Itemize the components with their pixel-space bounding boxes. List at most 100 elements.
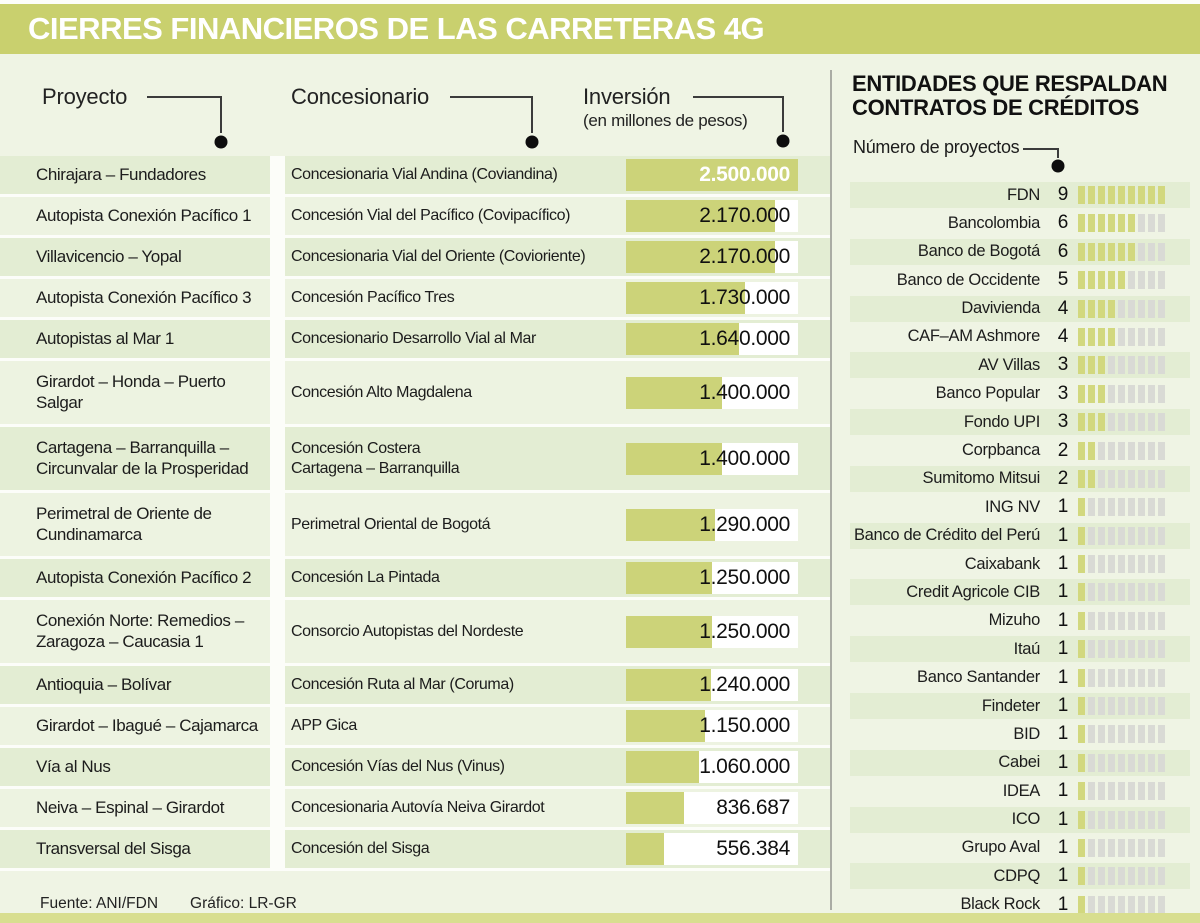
bar-segment: [1108, 810, 1115, 829]
entity-row: Banco de Occidente 5: [850, 267, 1190, 293]
table-row: Autopista Conexión Pacífico 1 Concesión V…: [0, 197, 830, 235]
entity-name: BID: [1013, 724, 1040, 743]
sidebar-title-line1: ENTIDADES QUE RESPALDAN: [852, 71, 1168, 96]
column-header-proyecto: Proyecto: [42, 84, 128, 109]
bar-segment: [1108, 725, 1115, 744]
bar-segment: [1148, 299, 1155, 318]
bar-segment: [1158, 186, 1165, 204]
bar-segment: [1128, 356, 1135, 375]
bar-segment: [1118, 327, 1125, 346]
bar-segment: [1128, 526, 1135, 545]
row-detail: Concesión Alto Magdalena 1.400.000: [285, 361, 830, 424]
bar-segment: [1138, 725, 1145, 744]
entity-count: 1: [1057, 581, 1069, 603]
bar-segment: [1158, 214, 1165, 233]
bar-segment: [1158, 782, 1165, 801]
entity-name: Sumitomo Mitsui: [922, 469, 1041, 488]
investment-value: 1.290.000: [699, 512, 790, 536]
bar-segment: [1098, 668, 1105, 687]
row-detail: Consorcio Autopistas del Nordeste 1.250.0…: [285, 600, 830, 663]
investment-bar: 1.730.000: [626, 282, 798, 314]
bar-segment: [1158, 640, 1165, 659]
project-name: Vía al Nus: [0, 748, 270, 786]
bar-segment: [1138, 838, 1145, 857]
bar-segment: [1148, 441, 1155, 460]
bar-segment: [1158, 242, 1165, 261]
investment-bar: 1.400.000: [626, 376, 798, 409]
column-gap: [270, 666, 285, 704]
bar-segment: [1138, 583, 1145, 602]
entity-count: 6: [1057, 240, 1069, 262]
bar-segment: [1158, 583, 1165, 602]
bar-segment: [1128, 782, 1135, 801]
column-gap: [270, 361, 285, 424]
bar-segment: [1128, 441, 1135, 460]
entity-name: AV Villas: [978, 355, 1040, 374]
investment-bar-fill: [626, 159, 798, 191]
bar-segment: [1118, 640, 1125, 659]
investment-bar: 2.500.000: [626, 159, 798, 191]
bar-segment: [1098, 895, 1105, 914]
bar-segment: [1118, 583, 1125, 602]
bar-segment: [1088, 725, 1095, 744]
bar-segment: [1128, 299, 1135, 318]
bar-segment: [1118, 895, 1125, 914]
entity-count: 1: [1057, 695, 1069, 717]
entity-count: 6: [1057, 212, 1069, 234]
entity-bar: [1078, 242, 1166, 261]
column-gap: [270, 748, 285, 786]
bar-segment: [1158, 526, 1165, 545]
entity-row: Banco de Bogotá 6: [850, 238, 1190, 265]
bar-segment: [1108, 498, 1115, 517]
bar-segment: [1128, 838, 1135, 857]
entity-row: Fondo UPI 3: [850, 409, 1190, 436]
bar-segment: [1138, 271, 1145, 290]
bar-segment: [1128, 640, 1135, 659]
concessionaire-name: Concesión Alto Magdalena: [291, 383, 472, 401]
bar-segment: [1138, 384, 1145, 403]
bar-segment: [1128, 668, 1135, 687]
investment-value: 1.240.000: [699, 673, 790, 696]
bar-segment: [1138, 810, 1145, 829]
bar-segment: [1118, 782, 1125, 801]
entity-name: Findeter: [981, 696, 1040, 715]
table-row: Girardot – Ibagué – Cajamarca APP Gica 1.1…: [0, 707, 830, 745]
bar-segment: [1108, 583, 1115, 602]
concessionaire-name: Concesión Costera Cartagena – Barranquil…: [291, 439, 460, 477]
entity-count: 3: [1057, 354, 1069, 376]
entity-count: 9: [1057, 184, 1069, 205]
entity-bar: [1078, 356, 1166, 375]
investment-bar: 556.384: [626, 833, 798, 865]
column-gap: [270, 830, 285, 868]
bar-segment: [1148, 810, 1155, 829]
entity-row: Caixabank 1: [850, 551, 1190, 577]
bar-segment: [1148, 526, 1155, 545]
bar-segment: [1078, 271, 1085, 290]
bar-segment: [1138, 611, 1145, 630]
bar-segment: [1098, 753, 1105, 772]
bar-segment: [1148, 867, 1155, 886]
bar-segment: [1128, 697, 1135, 716]
bar-segment: [1108, 697, 1115, 716]
bar-segment: [1098, 526, 1105, 545]
investment-bar-fill: [626, 508, 715, 541]
bar-segment: [1118, 186, 1125, 204]
entity-name: Bancolombia: [947, 213, 1040, 232]
bar-segment: [1118, 384, 1125, 403]
bar-segment: [1088, 753, 1095, 772]
projects-table: Chirajara – Fundadores Concesionaria Vial…: [0, 156, 830, 871]
entity-count: 1: [1057, 666, 1069, 688]
investment-bar: 1.060.000: [626, 751, 798, 783]
bar-segment: [1118, 838, 1125, 857]
entity-name: ING NV: [984, 497, 1040, 516]
bar-segment: [1098, 384, 1105, 403]
bar-segment: [1108, 668, 1115, 687]
bar-segment: [1078, 810, 1085, 829]
bar-segment: [1138, 782, 1145, 801]
investment-bar-fill: [626, 376, 722, 409]
concessionaire-name: Concesión Pacífico Tres: [291, 289, 455, 306]
entity-row: ICO 1: [850, 806, 1190, 833]
bar-segment: [1118, 356, 1125, 375]
concessionaire-name: Consorcio Autopistas del Nordeste: [291, 622, 524, 640]
